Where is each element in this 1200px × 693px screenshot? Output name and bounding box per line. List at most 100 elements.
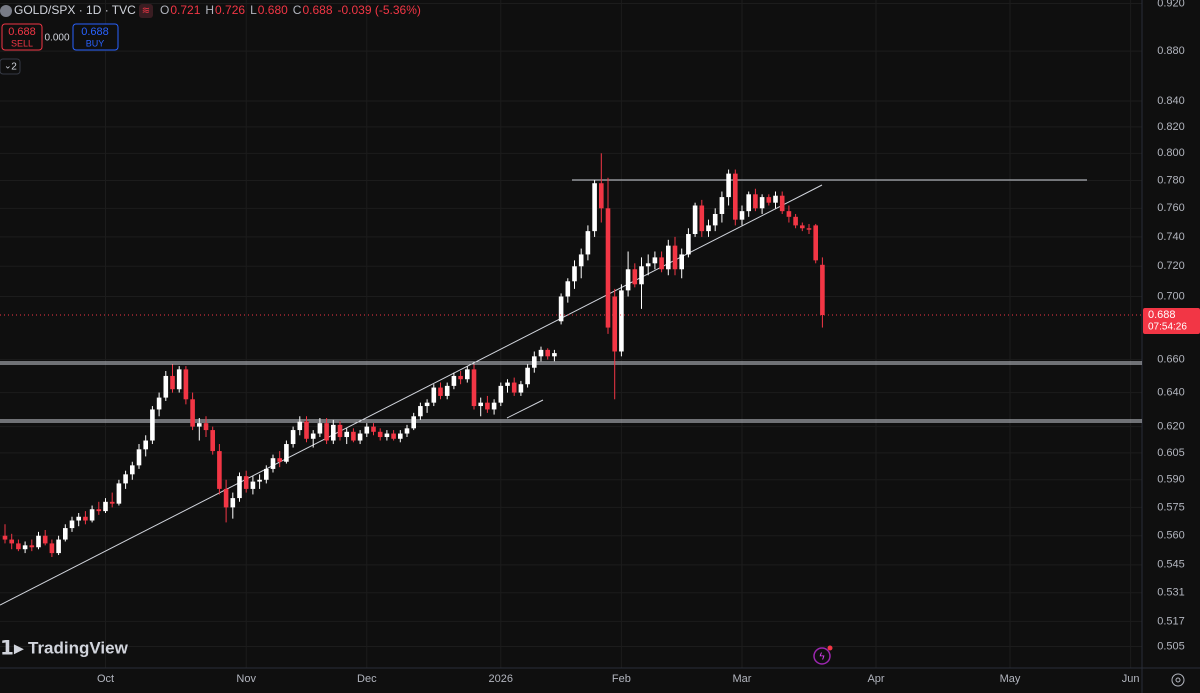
candle-body bbox=[719, 197, 725, 214]
candle-body bbox=[357, 433, 363, 441]
y-tick-label: 0.740 bbox=[1157, 231, 1185, 243]
candle-body bbox=[103, 501, 108, 512]
candle-body bbox=[143, 440, 148, 450]
candle-body bbox=[237, 476, 242, 499]
candle-body bbox=[599, 183, 604, 209]
candle-body bbox=[766, 197, 772, 203]
candle-body bbox=[518, 384, 524, 393]
buy-price: 0.688 bbox=[81, 26, 109, 38]
x-tick-label: 2026 bbox=[489, 673, 513, 685]
candle-body bbox=[398, 433, 403, 439]
buy-label: BUY bbox=[86, 38, 105, 48]
candle-body bbox=[364, 426, 370, 434]
y-tick-label: 0.605 bbox=[1157, 447, 1185, 459]
candle-body bbox=[444, 385, 450, 396]
candle-body bbox=[806, 228, 812, 230]
candle-body bbox=[29, 545, 35, 548]
ohlc-key: C bbox=[293, 3, 302, 17]
candle-body bbox=[491, 402, 497, 410]
candle-body bbox=[377, 431, 383, 438]
candle-body bbox=[739, 211, 745, 220]
drawings bbox=[0, 179, 1142, 606]
session-icon-glyph: ≋ bbox=[142, 6, 150, 17]
ohlc-value: 0.680 bbox=[258, 3, 288, 17]
candle-body bbox=[2, 535, 8, 540]
candle-body bbox=[76, 516, 81, 521]
candle-body bbox=[331, 424, 336, 441]
sell-button[interactable] bbox=[1, 23, 43, 51]
candle-body bbox=[585, 231, 591, 255]
candle-body bbox=[692, 205, 698, 235]
candle-body bbox=[659, 257, 664, 270]
x-tick-label: Nov bbox=[236, 673, 256, 685]
candle-body bbox=[746, 194, 751, 212]
candle-body bbox=[679, 254, 684, 270]
collapse-arrow: ⌄ bbox=[4, 60, 12, 70]
y-tick-label: 0.660 bbox=[1157, 353, 1185, 365]
y-tick-label: 0.590 bbox=[1157, 474, 1185, 486]
candle-body bbox=[156, 397, 162, 410]
symbol: GOLD/SPX · 1D · TVC bbox=[14, 3, 136, 17]
settings-icon[interactable] bbox=[1171, 673, 1185, 687]
x-tick-label: Jun bbox=[1122, 673, 1140, 685]
spread: 0.000 bbox=[44, 33, 69, 44]
events-icon[interactable] bbox=[813, 647, 831, 665]
candle-body bbox=[666, 245, 671, 270]
sell-label: SELL bbox=[11, 38, 33, 48]
candle-body bbox=[438, 387, 443, 396]
y-tick-label: 0.760 bbox=[1157, 202, 1185, 214]
ohlc-key: L bbox=[250, 3, 257, 17]
indicators-toggle[interactable] bbox=[0, 58, 21, 75]
ohlc-value: 0.726 bbox=[215, 3, 245, 17]
candle-body bbox=[384, 433, 390, 438]
candle-body bbox=[163, 375, 169, 398]
ohlc-value: 0.688 bbox=[302, 3, 332, 17]
session-icon bbox=[139, 4, 153, 18]
candle-body bbox=[324, 423, 329, 441]
candle-body bbox=[250, 481, 256, 489]
candle-body bbox=[511, 382, 517, 393]
candle-body bbox=[465, 369, 470, 380]
buy-button[interactable] bbox=[72, 23, 119, 51]
candle-body bbox=[264, 468, 269, 480]
candle-body bbox=[176, 369, 182, 390]
symbol-logo bbox=[0, 5, 12, 17]
candle-body bbox=[270, 458, 276, 469]
candle-body bbox=[525, 367, 530, 385]
countdown: 07:54:26 bbox=[1148, 322, 1187, 333]
y-tick-label: 0.700 bbox=[1157, 290, 1185, 302]
candle-body bbox=[290, 430, 296, 445]
candle-body bbox=[136, 449, 142, 466]
candle-body bbox=[96, 509, 102, 512]
candle-body bbox=[284, 444, 289, 462]
ohlc-change: -0.039 (-5.36%) bbox=[338, 3, 421, 17]
candle-body bbox=[558, 296, 564, 322]
candle-body bbox=[210, 430, 215, 452]
y-tick-label: 0.620 bbox=[1157, 421, 1185, 433]
x-tick-label: Mar bbox=[733, 673, 752, 685]
candle-body bbox=[572, 266, 577, 282]
y-tick-label: 0.800 bbox=[1157, 147, 1185, 159]
candle-body bbox=[545, 349, 550, 357]
candle-body bbox=[243, 476, 249, 489]
last-price-label: 0.688 bbox=[1148, 309, 1176, 321]
candle-body bbox=[42, 535, 48, 544]
y-tick-label: 0.517 bbox=[1157, 615, 1185, 627]
indicator-count: 2 bbox=[11, 62, 17, 73]
candle-body bbox=[69, 520, 75, 529]
candle-body bbox=[36, 535, 41, 548]
candle-body bbox=[223, 488, 229, 508]
candle-body bbox=[532, 356, 537, 368]
candle-body bbox=[89, 509, 95, 521]
y-tick-label: 0.840 bbox=[1157, 95, 1185, 107]
candle-body bbox=[337, 424, 343, 438]
candle-body bbox=[190, 399, 195, 427]
x-tick-label: Apr bbox=[867, 673, 884, 685]
candle-body bbox=[800, 225, 805, 229]
candle-body bbox=[672, 245, 678, 270]
candle-body bbox=[16, 543, 21, 550]
y-tick-label: 0.575 bbox=[1157, 501, 1185, 513]
candle-body bbox=[63, 528, 68, 540]
